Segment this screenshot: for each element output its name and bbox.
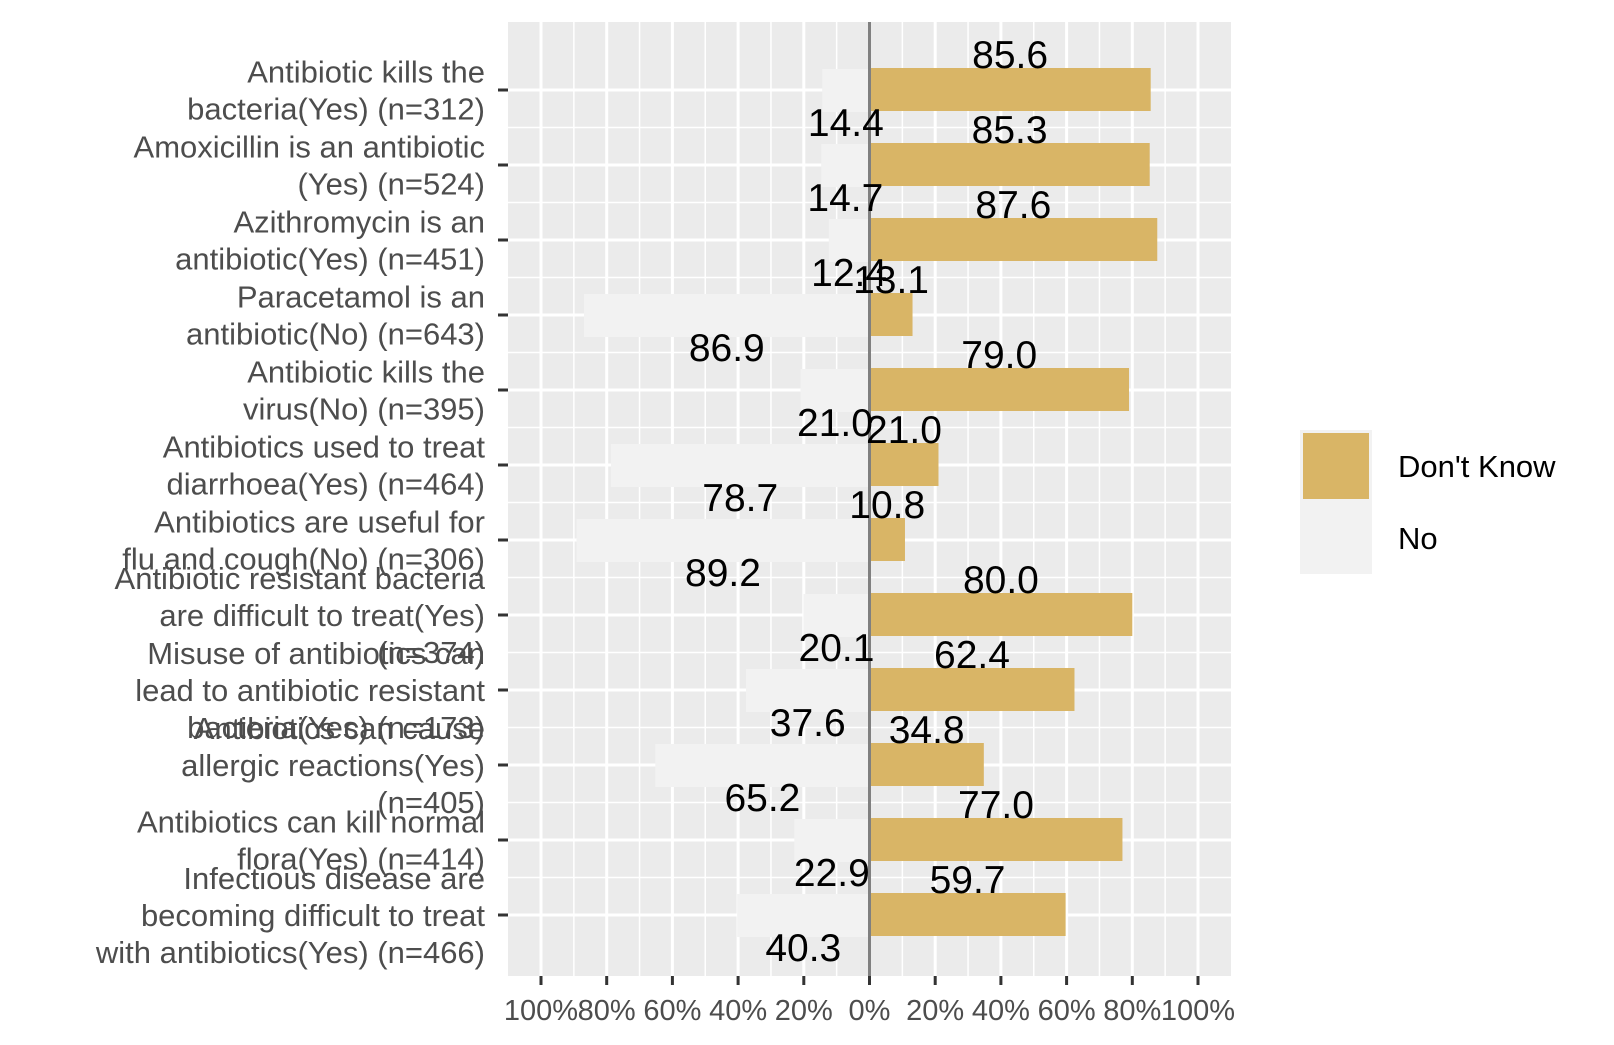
- data-label-dont-know: 10.8: [849, 484, 925, 527]
- category-label: Amoxicillin is an antibiotic: [134, 130, 485, 165]
- bar-no: [584, 294, 870, 337]
- category-label: becoming difficult to treat: [141, 898, 485, 933]
- category-label: Antibiotic kills the: [247, 355, 485, 390]
- category-label: Infectious disease are: [183, 861, 485, 896]
- category-label: Antibiotics can cause: [194, 711, 485, 746]
- category-label: diarrhoea(Yes) (n=464): [166, 467, 485, 502]
- category-label: antibiotic(No) (n=643): [186, 317, 485, 352]
- data-label-no: 21.0: [797, 402, 873, 445]
- legend-label: No: [1398, 521, 1438, 556]
- bar-dont-know: [869, 593, 1133, 636]
- x-tick-label: 20%: [775, 995, 833, 1027]
- category-label: bacteria(Yes) (n=173): [187, 710, 485, 745]
- data-label-dont-know: 85.3: [972, 109, 1048, 152]
- category-label: (Yes) (n=524): [297, 167, 485, 202]
- category-label: flu and cough(No) (n=306): [122, 542, 485, 577]
- data-label-no: 65.2: [724, 777, 800, 820]
- bar-dont-know: [869, 818, 1123, 861]
- bar-no: [800, 369, 870, 412]
- data-label-dont-know: 21.0: [866, 409, 942, 452]
- bar-no: [576, 519, 870, 562]
- category-label: Azithromycin is an: [233, 205, 485, 240]
- category-label: Paracetamol is an: [237, 280, 485, 315]
- category-label: flora(Yes) (n=414): [237, 842, 485, 877]
- legend-label: Don't Know: [1398, 449, 1556, 484]
- data-label-dont-know: 87.6: [975, 184, 1051, 227]
- category-label: allergic reactions(Yes): [181, 748, 485, 783]
- bar-dont-know: [869, 893, 1066, 936]
- x-tick-label: 20%: [906, 995, 964, 1027]
- x-tick-label: 0%: [849, 995, 891, 1027]
- bar-no: [803, 594, 870, 637]
- bars: [576, 68, 1158, 937]
- data-labels: 85.6 14.4 85.3 14.7 87.6 12.413.1 86.9 79.0 21.0…: [685, 34, 1051, 970]
- bar-no: [794, 819, 870, 862]
- category-label: virus(No) (n=395): [243, 392, 485, 427]
- bar-dont-know: [869, 143, 1150, 186]
- bar-dont-know: [869, 518, 905, 561]
- legend-swatch: [1303, 433, 1369, 499]
- bar-dont-know: [869, 443, 939, 486]
- data-label-no: 40.3: [765, 927, 841, 970]
- bar-dont-know: [869, 668, 1075, 711]
- category-label: antibiotic(Yes) (n=451): [175, 242, 485, 277]
- x-tick-label: 100%: [504, 995, 578, 1027]
- bar-no: [745, 669, 870, 712]
- data-label-no: 86.9: [689, 327, 765, 370]
- category-label: (n=374): [377, 635, 485, 670]
- data-label-dont-know: 85.6: [972, 34, 1048, 77]
- x-tick-label: 80%: [578, 995, 636, 1027]
- bar-dont-know: [869, 218, 1158, 261]
- category-label: lead to antibiotic resistant: [135, 673, 485, 708]
- data-label-no: 22.9: [794, 852, 870, 895]
- x-axis: 100% 80% 60% 40% 20% 0% 20% 40% 60% 80% 100%: [504, 976, 1235, 1027]
- x-tick-label: 40%: [972, 995, 1030, 1027]
- data-label-no: 78.7: [702, 477, 778, 520]
- data-label-dont-know: 77.0: [958, 784, 1034, 827]
- bar-no: [821, 144, 870, 187]
- data-label-dont-know: 79.0: [961, 334, 1037, 377]
- bar-dont-know: [869, 293, 913, 336]
- x-tick-label: 60%: [1038, 995, 1096, 1027]
- data-label-no: 14.7: [807, 177, 883, 220]
- data-label-dont-know: 13.1: [853, 259, 929, 302]
- data-label-dont-know: 34.8: [889, 709, 965, 752]
- data-label-no: 12.4: [811, 252, 887, 295]
- data-label-no: 20.1: [799, 627, 875, 670]
- category-label: Antibiotics can kill normal: [137, 805, 485, 840]
- x-tick-label: 40%: [709, 995, 767, 1027]
- bar-dont-know: [869, 68, 1151, 111]
- category-label: Antibiotics used to treat: [163, 430, 486, 465]
- category-label: with antibiotics(Yes) (n=466): [95, 935, 485, 970]
- category-label: are difficult to treat(Yes): [159, 598, 485, 633]
- data-label-no: 14.4: [808, 102, 884, 145]
- bar-dont-know: [869, 368, 1130, 411]
- bar-no: [822, 69, 870, 112]
- category-label: Antibiotic kills the: [247, 55, 485, 90]
- data-label-dont-know: 62.4: [934, 634, 1010, 677]
- data-label-no: 89.2: [685, 552, 761, 595]
- category-label: (n=405): [377, 785, 485, 820]
- category-label: Antibiotic resistant bacteria: [115, 561, 486, 596]
- x-tick-label: 60%: [643, 995, 701, 1027]
- x-tick-label: 80%: [1103, 995, 1161, 1027]
- category-label: Misuse of antibiotics can: [147, 636, 485, 671]
- data-label-no: 37.6: [770, 702, 846, 745]
- bar-no: [737, 894, 870, 937]
- bar-dont-know: [869, 743, 984, 786]
- category-label: bacteria(Yes) (n=312): [187, 92, 485, 127]
- x-tick-label: 100%: [1161, 995, 1235, 1027]
- bar-no: [655, 744, 870, 787]
- data-label-dont-know: 59.7: [930, 859, 1006, 902]
- bar-no: [828, 219, 870, 262]
- data-label-dont-know: 80.0: [963, 559, 1039, 602]
- legend: Don't Know No: [1300, 430, 1556, 574]
- category-label: Antibiotics are useful for: [154, 505, 485, 540]
- bar-no: [610, 444, 870, 487]
- legend-swatch: [1303, 505, 1369, 571]
